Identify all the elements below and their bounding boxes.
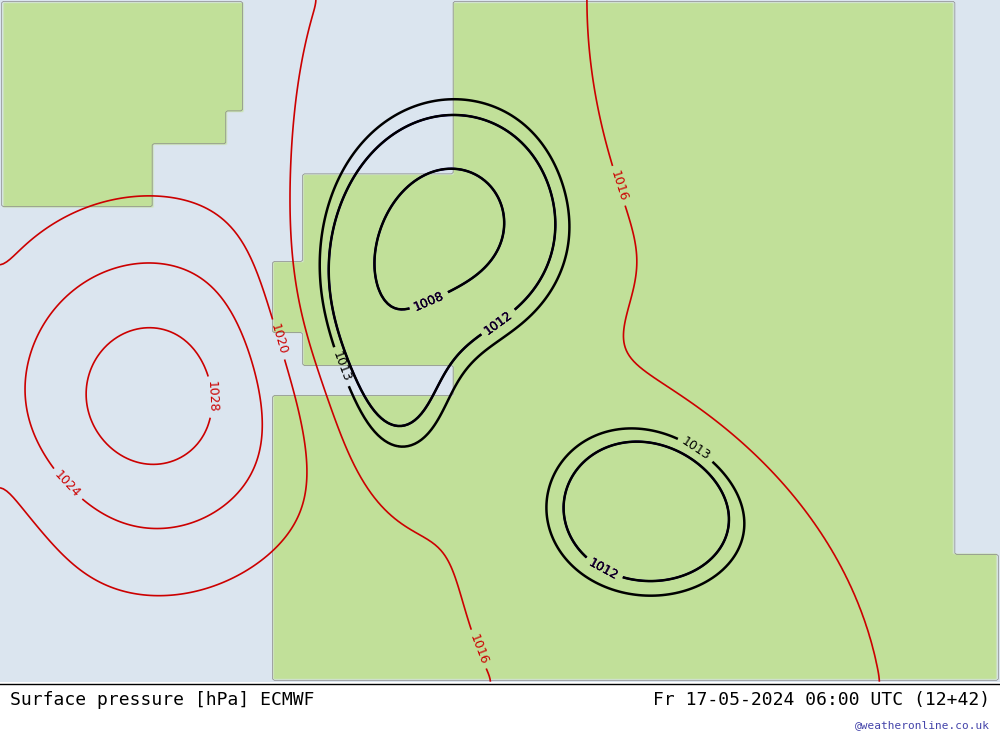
Text: 1012: 1012: [587, 556, 621, 583]
Text: 1020: 1020: [268, 323, 289, 356]
Text: 1012: 1012: [587, 556, 621, 583]
Text: 1008: 1008: [412, 289, 446, 314]
Text: 1008: 1008: [412, 289, 446, 314]
Text: 1013: 1013: [679, 435, 713, 463]
Text: 1008: 1008: [412, 289, 446, 314]
Text: 1012: 1012: [587, 556, 621, 583]
Text: Fr 17-05-2024 06:00 UTC (12+42): Fr 17-05-2024 06:00 UTC (12+42): [653, 690, 990, 709]
Text: 1012: 1012: [482, 308, 515, 337]
Text: 1016: 1016: [467, 632, 490, 666]
Text: 1013: 1013: [330, 350, 353, 384]
Text: 1016: 1016: [608, 169, 630, 203]
Text: 1012: 1012: [482, 308, 515, 337]
Text: Surface pressure [hPa] ECMWF: Surface pressure [hPa] ECMWF: [10, 690, 314, 709]
Text: 1012: 1012: [482, 308, 515, 337]
Text: 1024: 1024: [52, 468, 83, 501]
Text: @weatheronline.co.uk: @weatheronline.co.uk: [855, 721, 990, 730]
Text: 1028: 1028: [205, 380, 219, 413]
